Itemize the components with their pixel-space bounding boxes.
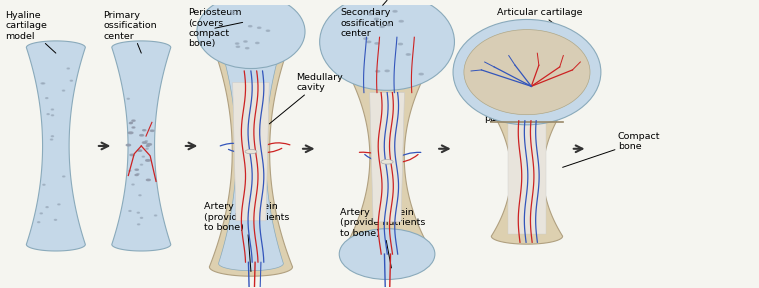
Circle shape bbox=[380, 26, 384, 27]
Circle shape bbox=[385, 70, 389, 72]
Circle shape bbox=[245, 48, 249, 49]
Circle shape bbox=[146, 145, 150, 147]
Circle shape bbox=[52, 109, 53, 110]
Circle shape bbox=[43, 83, 45, 84]
Circle shape bbox=[128, 98, 129, 99]
Circle shape bbox=[364, 38, 368, 39]
Circle shape bbox=[130, 122, 133, 123]
Text: Artery and vein
(provide nutrients
to bone): Artery and vein (provide nutrients to bo… bbox=[204, 202, 289, 272]
Circle shape bbox=[68, 68, 69, 69]
Circle shape bbox=[140, 164, 143, 165]
Circle shape bbox=[58, 204, 60, 205]
Circle shape bbox=[138, 150, 142, 151]
Circle shape bbox=[132, 184, 134, 185]
Circle shape bbox=[41, 83, 43, 84]
Text: Medullary
cavity: Medullary cavity bbox=[269, 73, 343, 124]
Circle shape bbox=[381, 160, 393, 164]
Circle shape bbox=[137, 174, 139, 175]
Circle shape bbox=[256, 42, 259, 43]
Circle shape bbox=[376, 71, 380, 72]
Text: Spongy
bone: Spongy bone bbox=[489, 48, 524, 67]
Circle shape bbox=[266, 30, 269, 31]
Circle shape bbox=[368, 13, 373, 15]
Circle shape bbox=[143, 130, 146, 131]
Polygon shape bbox=[491, 103, 562, 244]
Circle shape bbox=[135, 175, 138, 176]
Circle shape bbox=[147, 144, 152, 145]
Circle shape bbox=[47, 114, 49, 115]
Circle shape bbox=[146, 179, 150, 181]
Circle shape bbox=[128, 132, 133, 134]
Circle shape bbox=[130, 154, 134, 156]
Circle shape bbox=[140, 217, 143, 218]
Ellipse shape bbox=[339, 229, 435, 279]
Circle shape bbox=[245, 149, 257, 154]
Circle shape bbox=[52, 115, 54, 116]
Text: Articular cartilage: Articular cartilage bbox=[496, 8, 582, 40]
Polygon shape bbox=[112, 41, 171, 251]
Circle shape bbox=[132, 127, 135, 128]
Circle shape bbox=[367, 41, 371, 43]
Circle shape bbox=[235, 43, 239, 44]
Circle shape bbox=[55, 219, 57, 220]
Polygon shape bbox=[27, 41, 85, 251]
Circle shape bbox=[129, 170, 131, 171]
Circle shape bbox=[146, 160, 150, 161]
Circle shape bbox=[142, 156, 144, 157]
Circle shape bbox=[231, 11, 234, 12]
Text: Secondary
ossification
center: Secondary ossification center bbox=[340, 0, 394, 38]
Text: Compact
bone: Compact bone bbox=[562, 132, 660, 167]
Circle shape bbox=[244, 41, 247, 42]
Text: Epiphyseal
plate: Epiphyseal plate bbox=[483, 104, 535, 123]
Circle shape bbox=[257, 27, 261, 29]
Polygon shape bbox=[209, 27, 292, 276]
Polygon shape bbox=[508, 121, 546, 234]
Circle shape bbox=[137, 224, 140, 225]
Text: Artery and vein
(provide nutrients
to bone): Artery and vein (provide nutrients to bo… bbox=[340, 208, 426, 268]
Polygon shape bbox=[349, 66, 425, 249]
Ellipse shape bbox=[197, 0, 305, 69]
Circle shape bbox=[139, 195, 141, 196]
Circle shape bbox=[52, 136, 53, 137]
Circle shape bbox=[140, 134, 143, 136]
Circle shape bbox=[132, 120, 135, 121]
Circle shape bbox=[62, 90, 65, 91]
Polygon shape bbox=[233, 82, 269, 221]
Ellipse shape bbox=[453, 20, 601, 125]
Circle shape bbox=[43, 184, 45, 185]
Ellipse shape bbox=[464, 30, 590, 115]
Ellipse shape bbox=[320, 0, 455, 90]
Circle shape bbox=[143, 142, 146, 143]
Circle shape bbox=[129, 123, 132, 124]
Circle shape bbox=[374, 18, 379, 20]
Circle shape bbox=[46, 207, 48, 208]
Circle shape bbox=[231, 13, 235, 14]
Circle shape bbox=[150, 130, 154, 131]
Circle shape bbox=[375, 43, 379, 44]
Circle shape bbox=[248, 26, 252, 27]
Circle shape bbox=[419, 73, 424, 75]
Circle shape bbox=[71, 80, 72, 81]
Circle shape bbox=[393, 11, 397, 12]
Circle shape bbox=[146, 148, 148, 149]
Circle shape bbox=[38, 222, 39, 223]
Circle shape bbox=[155, 215, 156, 216]
Polygon shape bbox=[370, 93, 405, 222]
Circle shape bbox=[126, 144, 131, 146]
Circle shape bbox=[135, 169, 138, 170]
Circle shape bbox=[51, 139, 52, 140]
Circle shape bbox=[406, 54, 411, 55]
Text: Primary
ossification
center: Primary ossification center bbox=[103, 11, 157, 53]
Circle shape bbox=[387, 24, 391, 26]
Circle shape bbox=[40, 213, 43, 214]
Circle shape bbox=[236, 46, 240, 47]
Circle shape bbox=[398, 43, 402, 45]
Polygon shape bbox=[219, 33, 283, 271]
Circle shape bbox=[137, 212, 140, 213]
Text: Hyaline
cartilage
model: Hyaline cartilage model bbox=[5, 11, 56, 53]
Circle shape bbox=[399, 20, 403, 22]
Text: Periosteum
(covers
compact
bone): Periosteum (covers compact bone) bbox=[188, 8, 243, 48]
Circle shape bbox=[63, 176, 65, 177]
